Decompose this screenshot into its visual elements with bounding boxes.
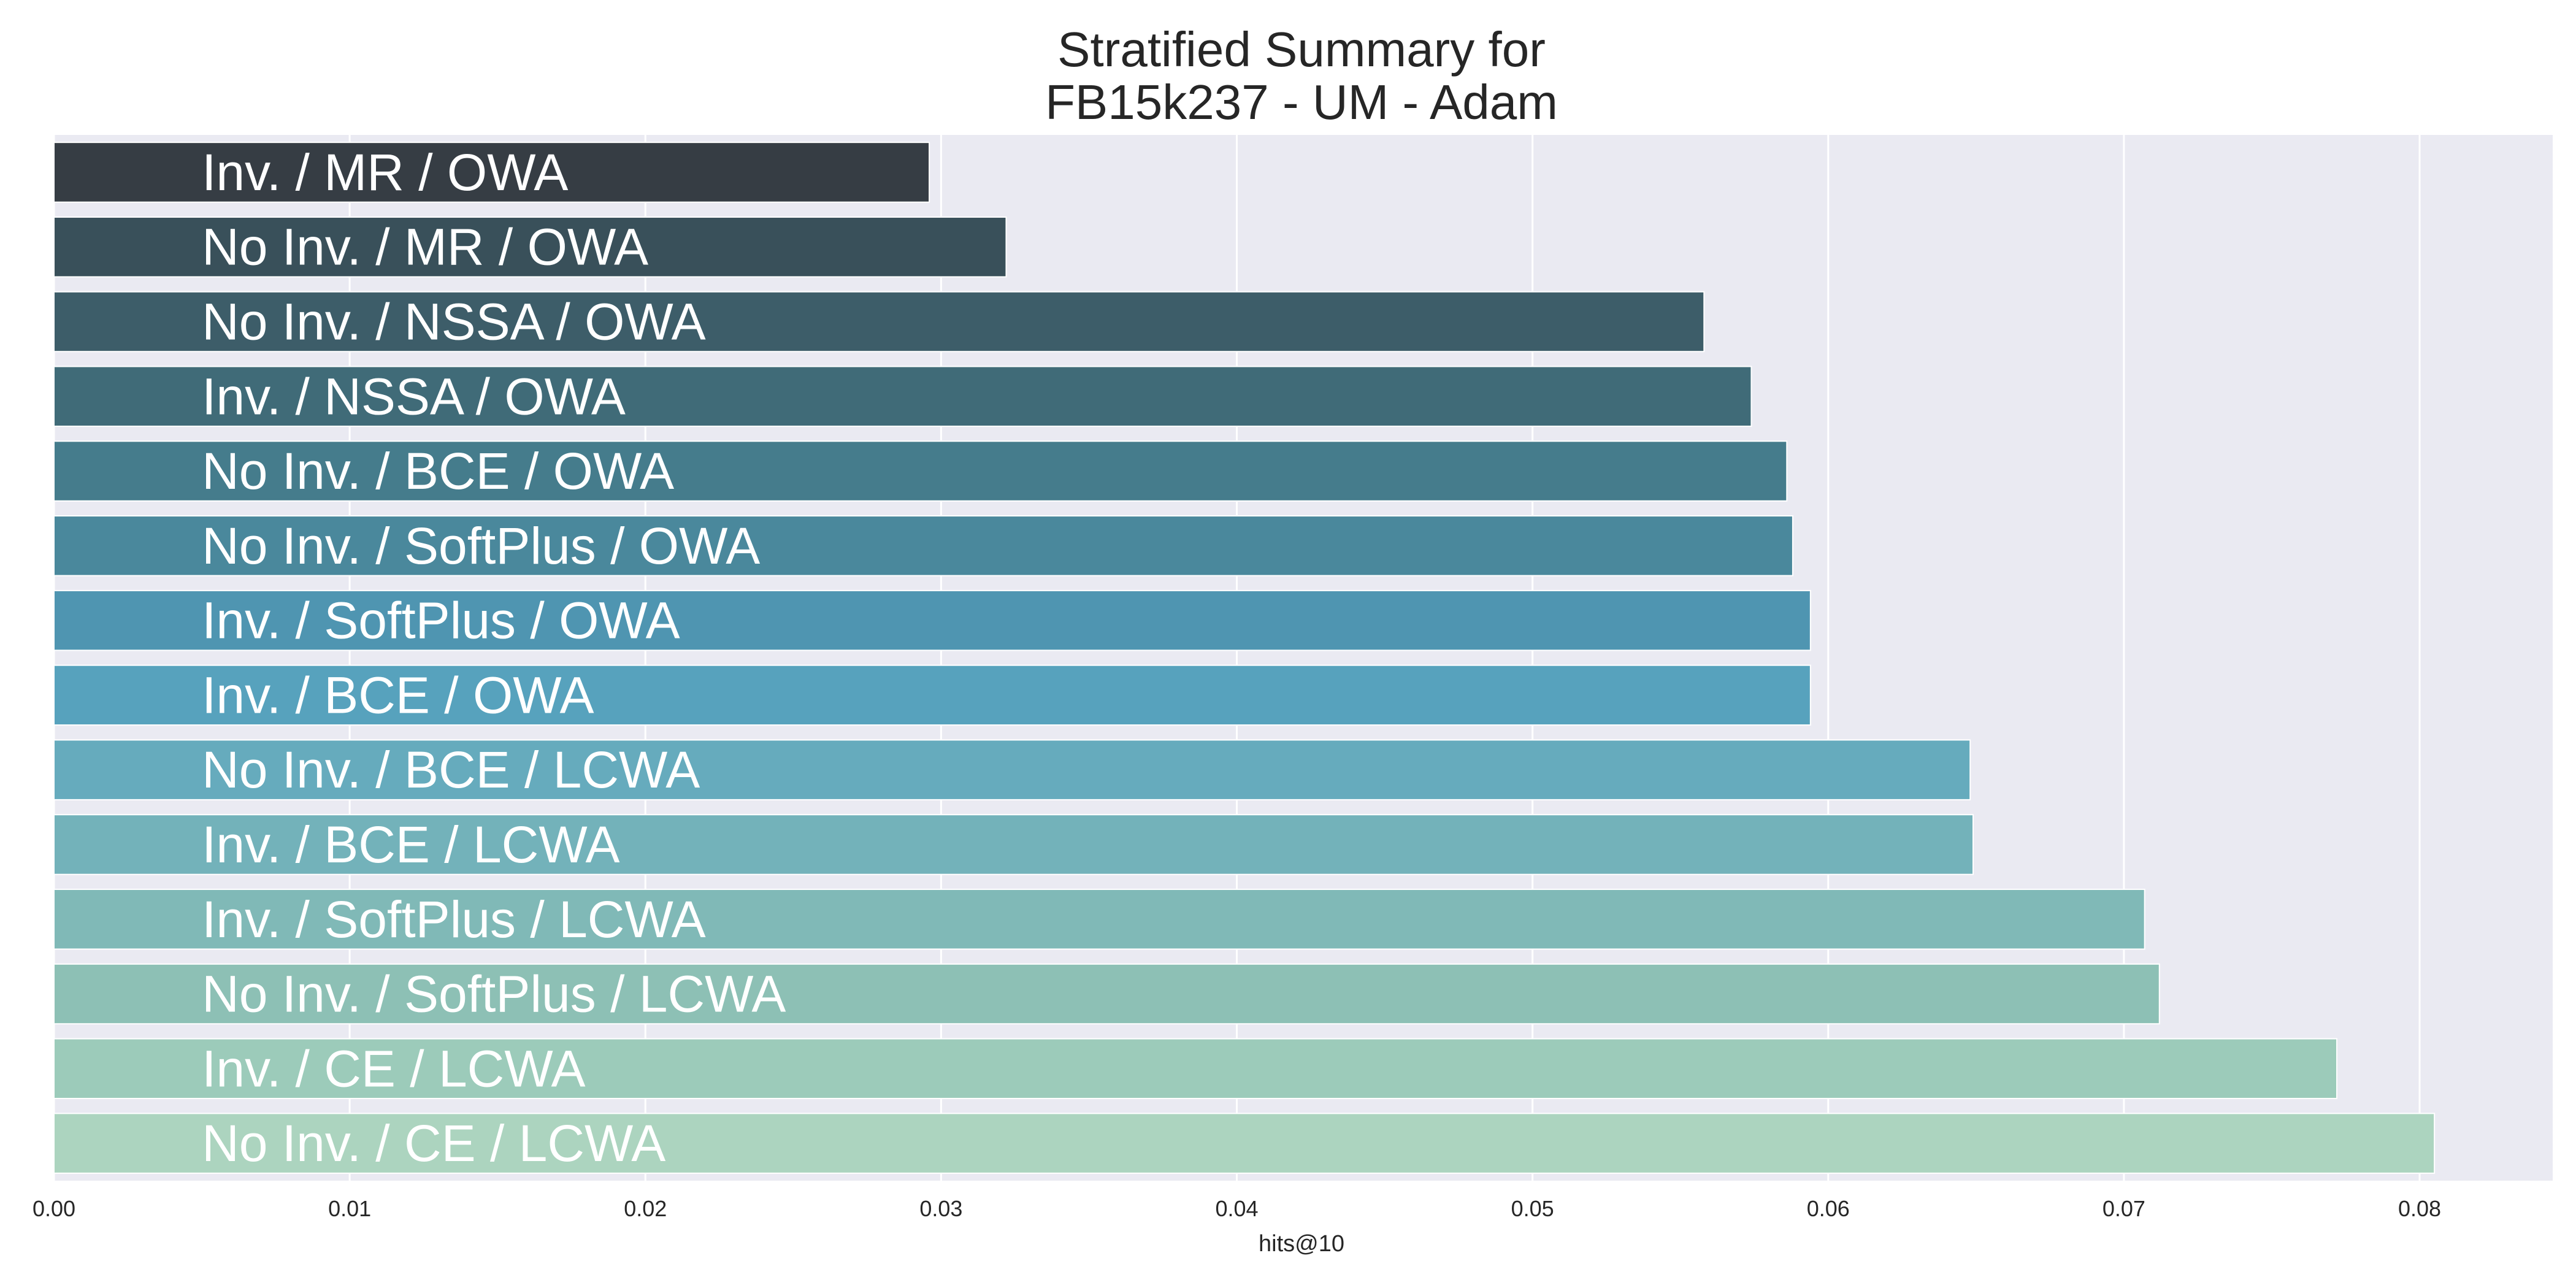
- x-tick-label: 0.06: [1807, 1196, 1850, 1221]
- bar-label: No Inv. / SoftPlus / LCWA: [202, 965, 786, 1023]
- bar: [53, 814, 1974, 875]
- chart-title-line-2: FB15k237 - UM - Adam: [1045, 75, 1558, 129]
- x-tick-label: 0.07: [2103, 1196, 2145, 1221]
- bar-label: Inv. / NSSA / OWA: [202, 367, 626, 425]
- bar-label: Inv. / BCE / OWA: [202, 666, 594, 724]
- bar-label: Inv. / SoftPlus / LCWA: [202, 891, 706, 948]
- bar: [53, 739, 1971, 800]
- x-tick-label: 0.04: [1215, 1196, 1258, 1221]
- x-tick-label: 0.01: [328, 1196, 371, 1221]
- bar: [53, 889, 2145, 950]
- bar-label: No Inv. / NSSA / OWA: [202, 293, 706, 350]
- x-axis-label: hits@10: [1259, 1231, 1344, 1257]
- bar-label: Inv. / MR / OWA: [202, 144, 568, 201]
- bar: [53, 366, 1752, 427]
- x-tick-label: 0.00: [33, 1196, 75, 1221]
- chart-title-line-1: Stratified Summary for: [1057, 22, 1546, 77]
- bar-label: No Inv. / MR / OWA: [202, 218, 648, 276]
- x-tick-label: 0.03: [919, 1196, 962, 1221]
- bar-label: No Inv. / CE / LCWA: [202, 1114, 665, 1172]
- bar: [53, 291, 1705, 353]
- bar: [53, 1113, 2436, 1174]
- bar: [53, 216, 1007, 278]
- bar: [53, 589, 1811, 651]
- bar-label: No Inv. / BCE / OWA: [202, 442, 674, 500]
- bar: [53, 1038, 2338, 1100]
- bar: [53, 142, 930, 203]
- x-tick-label: 0.05: [1511, 1196, 1554, 1221]
- bar: [53, 664, 1811, 726]
- x-axis-ticks: 0.00 0.01 0.02 0.03 0.04 0.05 0.06 0.07 0.08: [33, 1196, 2441, 1221]
- bar: [53, 515, 1793, 577]
- bar-label: No Inv. / BCE / LCWA: [202, 741, 700, 799]
- x-tick-label: 0.08: [2398, 1196, 2441, 1221]
- bar-label: Inv. / BCE / LCWA: [202, 816, 619, 873]
- bar-label: Inv. / SoftPlus / OWA: [202, 592, 680, 650]
- x-tick-label: 0.02: [624, 1196, 667, 1221]
- bar: [53, 963, 2160, 1025]
- bar: [53, 440, 1788, 502]
- bar-label: No Inv. / SoftPlus / OWA: [202, 517, 760, 575]
- bar-label: Inv. / CE / LCWA: [202, 1040, 585, 1097]
- bars: Inv. / MR / OWA No Inv. / MR / OWA No Inv.…: [53, 142, 2436, 1174]
- chart-title: Stratified Summary for FB15k237 - UM - A…: [1045, 22, 1558, 129]
